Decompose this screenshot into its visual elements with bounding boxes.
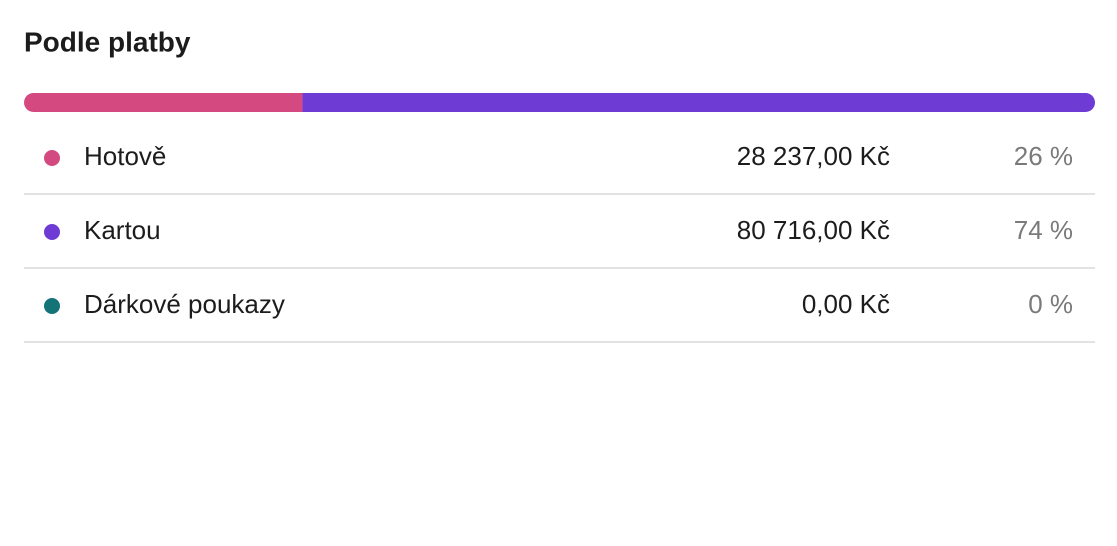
payment-amount: 28 237,00 Kč xyxy=(737,141,890,171)
payment-name: Dárkové poukazy xyxy=(84,289,285,319)
legend-dot xyxy=(44,150,60,166)
payment-share: 26 % xyxy=(1014,141,1073,171)
payment-name: Kartou xyxy=(84,215,161,245)
payment-share: 74 % xyxy=(1014,215,1073,245)
bar-segment xyxy=(302,93,1095,112)
payment-amount: 80 716,00 Kč xyxy=(737,215,890,245)
payment-amount: 0,00 Kč xyxy=(802,289,890,319)
payment-name: Hotově xyxy=(84,141,166,171)
bar-segment xyxy=(24,93,303,112)
widget-title: Podle platby xyxy=(24,26,191,57)
legend-dot xyxy=(44,224,60,240)
payment-share: 0 % xyxy=(1028,289,1073,319)
legend-dot xyxy=(44,298,60,314)
share-bar xyxy=(24,93,1095,112)
